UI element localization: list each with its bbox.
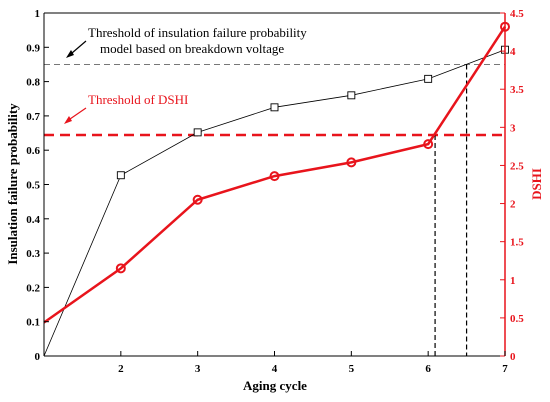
threshold-1-label-line-1: Threshold of insulation failure probabil… [88, 25, 307, 40]
right-tick-label-6: 3 [510, 122, 516, 134]
x-tick-label-1: 3 [195, 363, 201, 375]
left-tick-label-2: 0.2 [26, 282, 40, 294]
series-1-point-5 [347, 91, 356, 100]
right-tick-label-1: 0.5 [510, 313, 524, 325]
right-tick-label-3: 1.5 [510, 237, 524, 249]
right-axis-title: DSHI [529, 168, 544, 200]
series-1-point-6 [424, 74, 433, 83]
left-tick-label-8: 0.8 [26, 77, 40, 89]
left-tick-label-6: 0.6 [26, 145, 40, 157]
left-tick-label-7: 0.7 [26, 111, 40, 123]
left-tick-label-0: 0 [35, 351, 41, 363]
left-tick-label-10: 1 [35, 8, 41, 20]
threshold-1-arrowhead [66, 50, 74, 58]
left-tick-label-1: 0.1 [26, 317, 40, 329]
left-axis-title: Insulation failure probability [5, 103, 20, 265]
threshold-2-arrowhead [64, 116, 72, 124]
series-2-point-6 [423, 139, 434, 150]
right-tick-label-2: 1 [510, 275, 516, 287]
right-tick-label-7: 3.5 [510, 84, 524, 96]
threshold-1-arrow [71, 40, 87, 54]
x-tick-label-5: 7 [502, 363, 508, 375]
left-tick-label-4: 0.4 [26, 214, 40, 226]
series-line-2 [43, 26, 507, 324]
x-tick-label-0: 2 [118, 363, 124, 375]
x-axis-title: Aging cycle [243, 378, 307, 393]
x-tick-label-4: 6 [425, 363, 431, 375]
threshold-2-arrow [69, 107, 87, 120]
x-tick-label-2: 4 [272, 363, 278, 375]
right-tick-label-8: 4 [510, 46, 516, 58]
right-tick-label-4: 2 [510, 199, 516, 211]
series-2-point-5 [346, 157, 357, 168]
threshold-1-label-line-2: model based on breakdown voltage [100, 41, 284, 56]
series-2-point-4 [269, 171, 280, 182]
right-tick-label-5: 2.5 [510, 160, 524, 172]
left-tick-label-3: 0.3 [26, 248, 40, 260]
threshold-2-label: Threshold of DSHI [88, 92, 188, 107]
series-2-point-3 [192, 194, 203, 205]
series-2-point-2 [115, 263, 126, 274]
series-1-point-4 [270, 103, 279, 112]
series-1-point-2 [116, 171, 125, 180]
right-tick-label-9: 4.5 [510, 8, 524, 20]
plot-layer: 0 0.1 0.2 0.3 0.4 0.5 0.6 0.7 0.8 0.9 1 0 0.5 1 1.5 2 2.… [26, 8, 524, 375]
x-tick-label-3: 5 [349, 363, 355, 375]
left-tick-label-5: 0.5 [26, 180, 40, 192]
left-tick-label-9: 0.9 [26, 42, 40, 54]
series-1-point-3 [193, 128, 202, 137]
right-tick-label-0: 0 [510, 351, 516, 363]
